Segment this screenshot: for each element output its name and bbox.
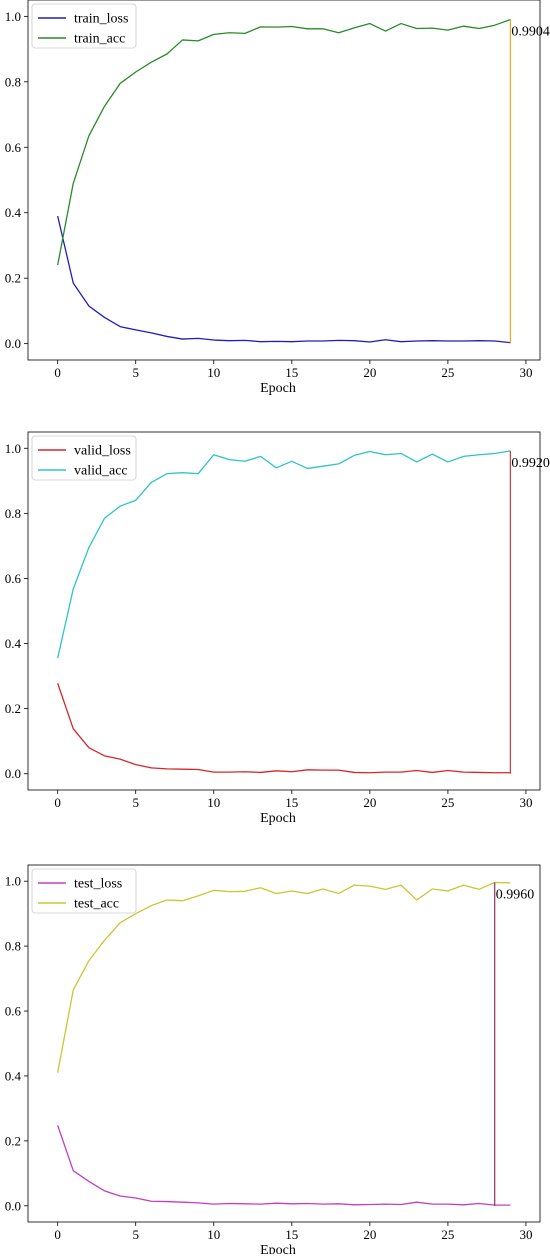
x-tick-label: 0 <box>54 795 61 810</box>
y-tick-label: 0.6 <box>5 571 22 586</box>
max-value-label: 0.9920 <box>511 456 549 471</box>
chart-panel-1: 0 5 10 15 20 25 30 0.0 0.2 0.4 0.6 0.8 1.0 Epoch 0.990… <box>5 0 550 396</box>
x-tick-label: 30 <box>519 795 532 810</box>
y-tick-label: 1.0 <box>5 9 21 24</box>
legend-label-train_loss: train_loss <box>74 12 128 27</box>
plot-frame <box>28 865 540 1222</box>
y-tick-label: 0.6 <box>5 1004 22 1019</box>
x-axis-label: Epoch <box>260 811 296 826</box>
x-tick-label: 10 <box>207 1227 220 1242</box>
x-tick-label: 30 <box>519 365 532 380</box>
x-tick-label: 15 <box>285 1227 298 1242</box>
x-tick-label: 10 <box>207 795 220 810</box>
x-tick-label: 25 <box>441 365 454 380</box>
series-line-valid_loss <box>58 683 511 773</box>
y-tick-label: 0.0 <box>5 336 21 351</box>
x-tick-label: 10 <box>207 365 220 380</box>
y-tick-label: 0.6 <box>5 140 22 155</box>
legend-label-train_acc: train_acc <box>74 32 125 47</box>
x-tick-label: 5 <box>132 1227 139 1242</box>
x-tick-label: 5 <box>132 365 139 380</box>
x-axis-label: Epoch <box>260 381 296 396</box>
series-line-train_loss <box>58 216 511 343</box>
series-line-test_loss <box>58 1125 511 1205</box>
y-tick-label: 1.0 <box>5 441 21 456</box>
chart-panel-3: 0 5 10 15 20 25 30 0.0 0.2 0.4 0.6 0.8 1.0 Epoch 0.996… <box>5 865 540 1254</box>
y-tick-label: 0.8 <box>5 506 21 521</box>
x-tick-label: 25 <box>441 795 454 810</box>
y-tick-label: 0.2 <box>5 1133 21 1148</box>
x-tick-label: 25 <box>441 1227 454 1242</box>
x-tick-label: 15 <box>285 365 298 380</box>
max-value-label: 0.9904 <box>511 25 549 40</box>
legend-label-test_loss: test_loss <box>74 877 122 892</box>
legend-label-valid_acc: valid_acc <box>74 464 128 479</box>
plot-frame <box>28 432 540 790</box>
y-tick-label: 0.4 <box>5 205 22 220</box>
x-tick-label: 30 <box>519 1227 532 1242</box>
x-tick-label: 5 <box>132 795 139 810</box>
y-tick-label: 0.8 <box>5 939 21 954</box>
max-value-label: 0.9960 <box>496 888 534 903</box>
x-tick-label: 15 <box>285 795 298 810</box>
y-tick-label: 0.0 <box>5 766 21 781</box>
y-tick-label: 1.0 <box>5 874 21 889</box>
series-line-train_acc <box>58 20 511 265</box>
y-tick-label: 0.4 <box>5 1068 22 1083</box>
x-axis-label: Epoch <box>260 1243 296 1254</box>
y-tick-label: 0.2 <box>5 701 21 716</box>
x-tick-label: 20 <box>363 1227 376 1242</box>
x-tick-label: 0 <box>54 365 61 380</box>
legend-label-test_acc: test_acc <box>74 897 119 912</box>
series-line-valid_acc <box>58 451 511 658</box>
y-tick-label: 0.4 <box>5 636 22 651</box>
x-tick-label: 20 <box>363 365 376 380</box>
y-tick-label: 0.2 <box>5 271 21 286</box>
chart-panel-2: 0 5 10 15 20 25 30 0.0 0.2 0.4 0.6 0.8 1.0 Epoch 0.992… <box>5 432 550 826</box>
x-tick-label: 0 <box>54 1227 61 1242</box>
plot-frame <box>28 0 540 360</box>
x-tick-label: 20 <box>363 795 376 810</box>
y-tick-label: 0.0 <box>5 1198 21 1213</box>
legend-label-valid_loss: valid_loss <box>74 444 131 459</box>
y-tick-label: 0.8 <box>5 74 21 89</box>
